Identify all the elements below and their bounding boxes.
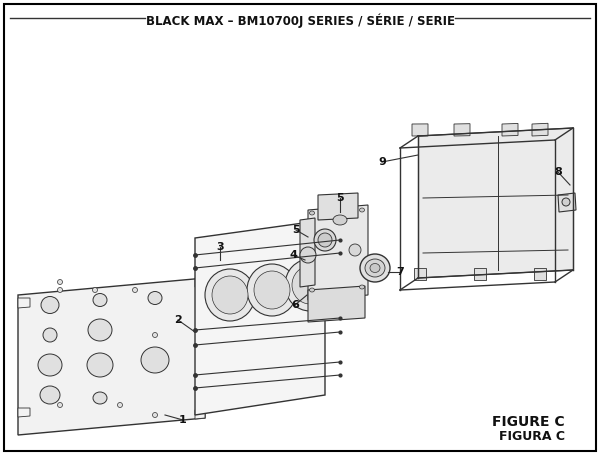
Polygon shape (308, 205, 368, 300)
Polygon shape (300, 218, 315, 287)
Ellipse shape (310, 288, 314, 292)
Text: 9: 9 (378, 157, 386, 167)
Polygon shape (532, 123, 548, 136)
Ellipse shape (41, 297, 59, 313)
Ellipse shape (205, 269, 255, 321)
Text: FIGURA C: FIGURA C (499, 430, 565, 443)
Ellipse shape (310, 211, 314, 215)
Text: 2: 2 (174, 315, 182, 325)
Polygon shape (18, 278, 205, 435)
Ellipse shape (118, 403, 122, 408)
Ellipse shape (58, 403, 62, 408)
Text: 4: 4 (289, 250, 297, 260)
Ellipse shape (38, 354, 62, 376)
Ellipse shape (93, 293, 107, 307)
Polygon shape (195, 220, 325, 415)
Ellipse shape (92, 288, 97, 293)
Ellipse shape (370, 263, 380, 273)
Text: BLACK MAX – BM10700J SERIES / SÉRIE / SERIE: BLACK MAX – BM10700J SERIES / SÉRIE / SE… (146, 14, 455, 29)
Ellipse shape (254, 271, 290, 309)
Polygon shape (534, 268, 546, 280)
Ellipse shape (359, 208, 365, 212)
Ellipse shape (300, 247, 316, 263)
Ellipse shape (314, 229, 336, 251)
Ellipse shape (365, 259, 385, 277)
Polygon shape (502, 123, 518, 136)
Polygon shape (474, 268, 486, 280)
Ellipse shape (43, 328, 57, 342)
Ellipse shape (58, 288, 62, 293)
Text: 8: 8 (554, 167, 562, 177)
Polygon shape (195, 410, 205, 419)
Ellipse shape (285, 259, 335, 311)
Polygon shape (195, 278, 205, 287)
Ellipse shape (333, 215, 347, 225)
Ellipse shape (152, 413, 157, 418)
Text: 7: 7 (396, 267, 404, 277)
Text: 1: 1 (179, 415, 187, 425)
Ellipse shape (88, 319, 112, 341)
Ellipse shape (316, 303, 320, 308)
Ellipse shape (562, 198, 570, 206)
Text: 5: 5 (336, 193, 344, 203)
Ellipse shape (58, 279, 62, 284)
Polygon shape (18, 408, 30, 417)
Ellipse shape (349, 244, 361, 256)
Ellipse shape (148, 292, 162, 304)
Ellipse shape (247, 264, 297, 316)
Text: 5: 5 (292, 225, 300, 235)
Ellipse shape (359, 285, 365, 289)
Polygon shape (18, 298, 30, 308)
Ellipse shape (87, 353, 113, 377)
Ellipse shape (40, 386, 60, 404)
Ellipse shape (212, 276, 248, 314)
Polygon shape (558, 193, 576, 212)
Polygon shape (418, 128, 573, 278)
Polygon shape (318, 193, 358, 220)
Ellipse shape (133, 288, 137, 293)
Ellipse shape (292, 266, 328, 304)
Ellipse shape (152, 333, 157, 338)
Ellipse shape (360, 254, 390, 282)
Text: 3: 3 (216, 242, 224, 252)
Ellipse shape (141, 347, 169, 373)
Polygon shape (412, 124, 428, 136)
Text: 6: 6 (291, 300, 299, 310)
Polygon shape (414, 268, 426, 280)
Polygon shape (308, 286, 365, 322)
Ellipse shape (93, 392, 107, 404)
Ellipse shape (318, 233, 332, 247)
Polygon shape (454, 124, 470, 136)
Text: FIGURE C: FIGURE C (493, 415, 565, 429)
